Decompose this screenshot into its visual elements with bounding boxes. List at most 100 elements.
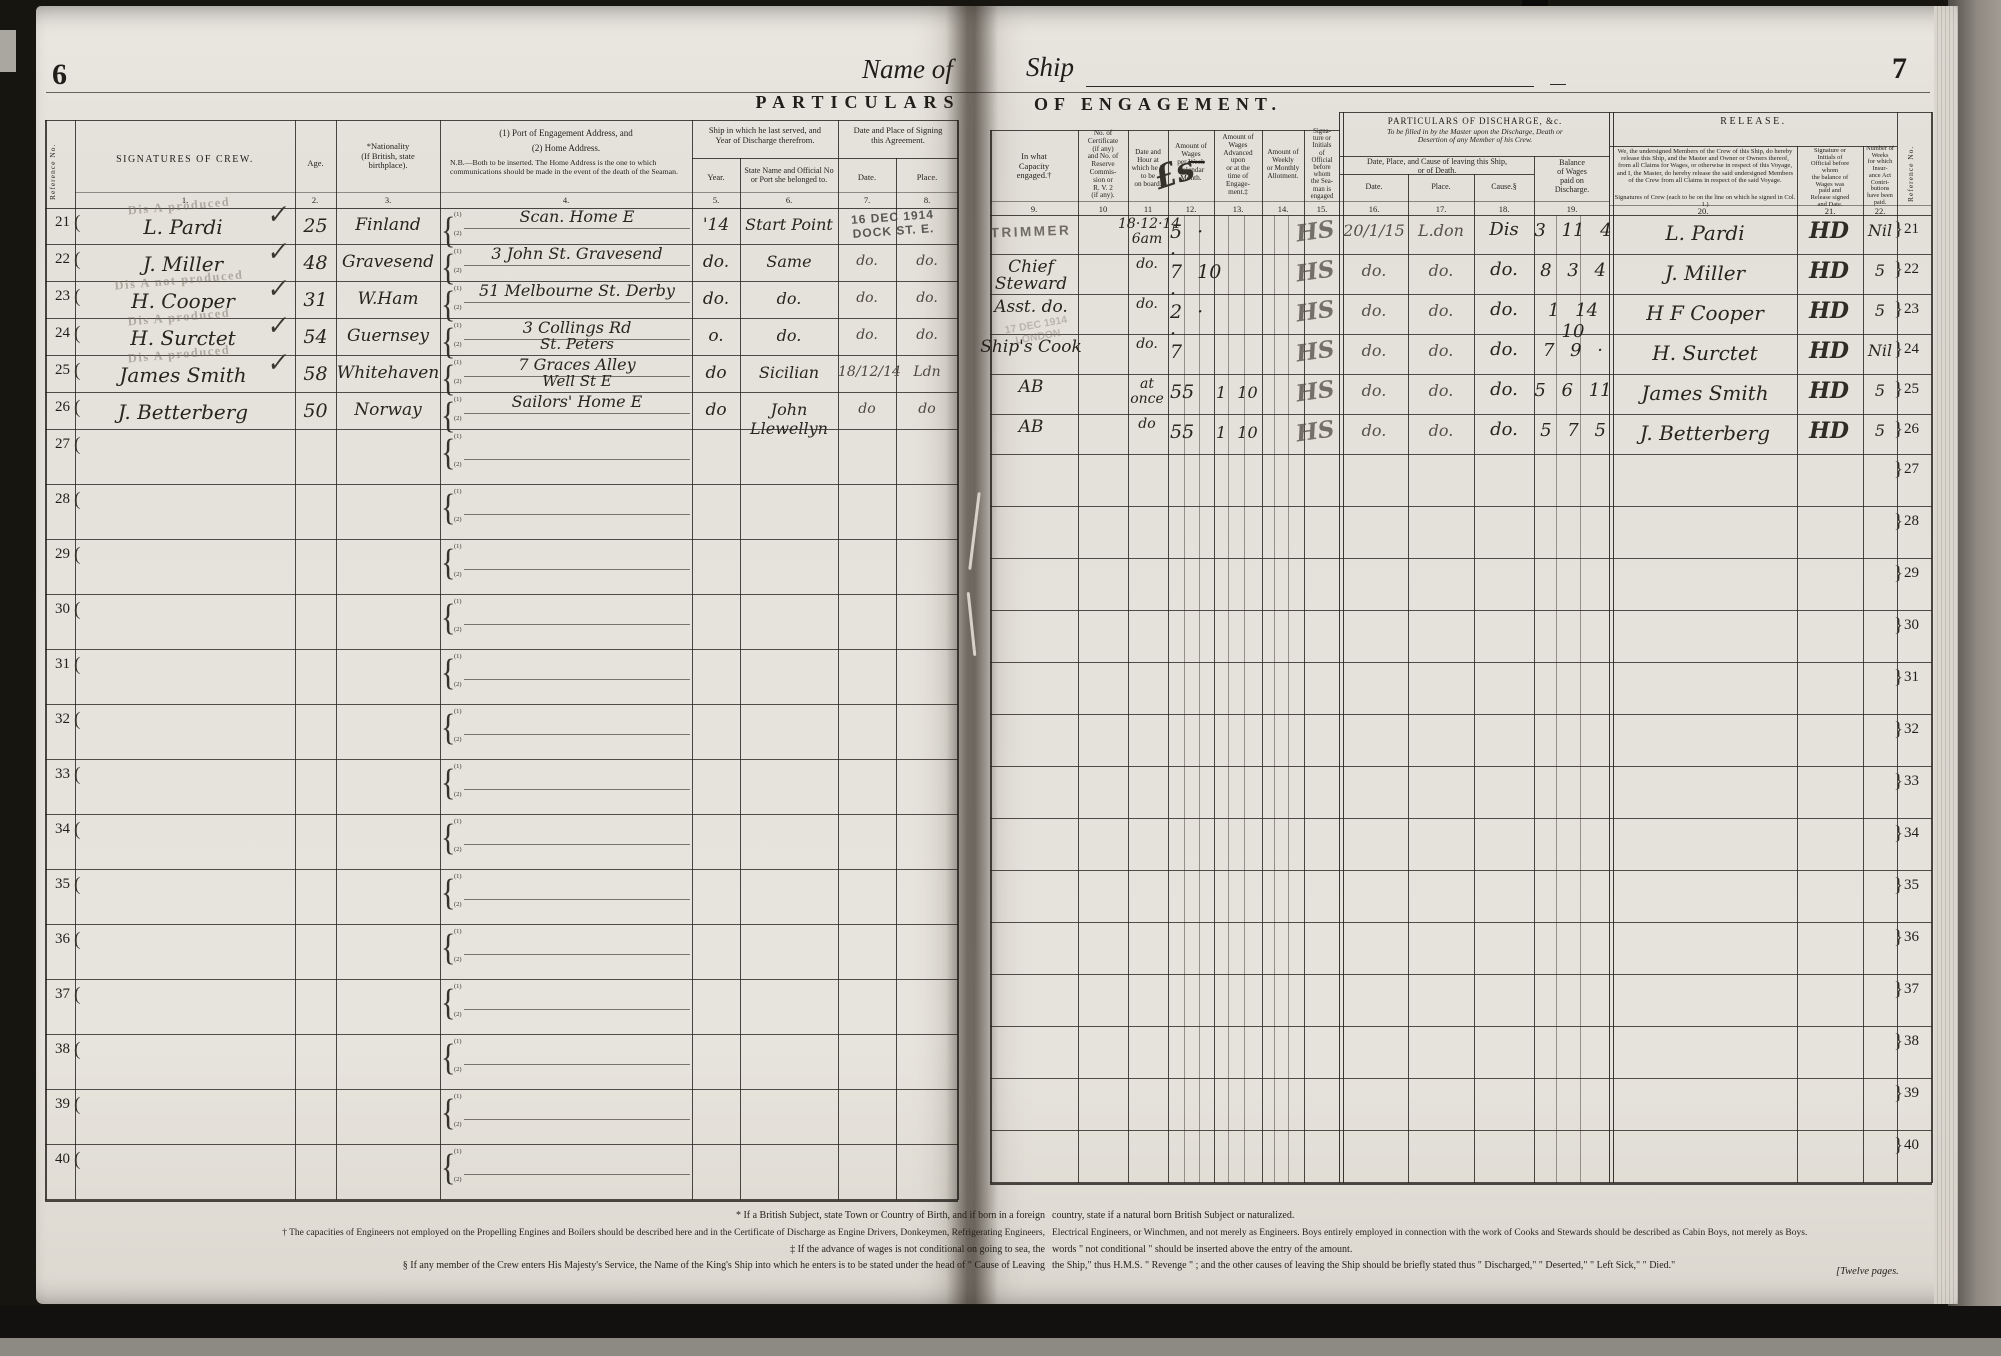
row-number: 21: [55, 214, 70, 230]
release-official-initials: HD: [1809, 218, 1849, 244]
nationality-value: Whitehaven: [336, 363, 440, 383]
money-rule: [1228, 215, 1229, 1183]
address-line2-label: (2): [454, 1065, 462, 1073]
ref-bracket: }: [1894, 219, 1904, 240]
address-brace: {: [441, 542, 456, 584]
row-number: 36: [55, 931, 70, 947]
signatures-header: SIGNATURES OF CREW.: [116, 154, 254, 165]
check-mark: ✓: [264, 309, 289, 342]
row-number: 30: [55, 601, 70, 617]
release-sub-line: [1610, 146, 1897, 147]
discharge-cause: do.: [1490, 419, 1518, 440]
release-divider: [1609, 112, 1614, 1183]
footnote-section-left: § If any member of the Crew enters His M…: [402, 1260, 1045, 1271]
crew-row-right: 17 DEC 1914 LONDON Ship's Cook do. 7 HS …: [968, 314, 1958, 375]
discharge-place: do.: [1428, 381, 1454, 400]
signing-place: do.: [916, 290, 938, 306]
crew-row-left: 22 ( J. Miller ✓ 48 Gravesend { (1) (2) …: [36, 236, 968, 288]
wages-header: Amount of Wages per Week Calendar Month.: [1175, 141, 1207, 183]
row-bracket: (: [74, 1039, 81, 1060]
address-divider: [464, 338, 690, 340]
address-brace: {: [441, 652, 456, 694]
wages-value: 55: [1170, 381, 1195, 403]
right-page: Ship 7 OF ENGAGEMENT. PARTICULARS OF DIS…: [968, 6, 1958, 1304]
crew-row-left: 25 ( Dis A produced James Smith ✓ 58 Whi…: [36, 343, 968, 399]
col-numeral-4: 4.: [562, 195, 570, 205]
row-number: 22: [1904, 261, 1919, 277]
discharge-place: do.: [1428, 301, 1454, 320]
last-ship: do.: [776, 326, 802, 345]
discharge-year: do: [705, 363, 727, 383]
age-value: 54: [303, 326, 328, 348]
insurance-weeks: Nil: [1867, 341, 1893, 360]
engagement-title: OF ENGAGEMENT.: [1033, 94, 1282, 114]
table-border-bottom: [45, 1200, 958, 1202]
address-brace: {: [441, 707, 456, 749]
row-number: 27: [55, 436, 70, 452]
signing-place: do: [918, 401, 936, 417]
crew-row-right: } 33: [968, 767, 1958, 819]
numeral-line-release: [1610, 205, 1932, 206]
discharge-date: do.: [1361, 301, 1387, 320]
balance-header: Balance of Wages paid on Discharge.: [1554, 158, 1590, 194]
table-border-bottom: [990, 1183, 1932, 1185]
row-bracket: (: [74, 286, 81, 307]
capacity-header: In what Capacity engaged.†: [1016, 151, 1052, 180]
address-line2-label: (2): [454, 460, 462, 468]
age-value: 50: [303, 400, 328, 422]
engagement-official-initials: [1296, 973, 1347, 980]
address-line2-label: (2): [454, 570, 462, 578]
col-line: [896, 158, 897, 1200]
row-bracket: (: [74, 323, 81, 344]
engagement-official-initials: [1296, 1077, 1347, 1084]
engagement-official-initials: [1296, 609, 1347, 616]
col-numeral-14: 14.: [1277, 204, 1289, 214]
col-numeral-11: 11: [1143, 204, 1153, 214]
balance-of-wages: 5 6 11: [1534, 380, 1612, 401]
address-brace: {: [441, 1147, 456, 1189]
last-ship: Sicilian: [758, 363, 820, 382]
header-bottom-line: [45, 208, 958, 209]
address-line1-label: (1): [454, 396, 462, 403]
address-line1: 7 Graces Alley: [518, 355, 636, 374]
nationality-value: Norway: [354, 400, 422, 420]
release-signature: James Smith: [1641, 381, 1769, 405]
col-numeral-18: 18.: [1498, 204, 1510, 214]
signing-date: do.: [856, 253, 878, 269]
crew-row-left: 29 ( { (1) (2): [36, 540, 968, 595]
discharge-place: L.don: [1418, 221, 1464, 240]
discharge-cause: do.: [1490, 379, 1518, 400]
insurance-weeks: 5: [1874, 381, 1886, 400]
row-bracket: (: [74, 249, 81, 270]
money-rule: [1199, 215, 1200, 1183]
money-rule: [1580, 215, 1581, 1183]
address-line1: Scan. Home E: [519, 207, 635, 226]
check-mark: ✓: [264, 346, 289, 379]
wages-value: 7: [1170, 341, 1183, 363]
row-bracket: (: [74, 397, 81, 418]
address-line1-label: (1): [454, 818, 462, 825]
row-number: 27: [1904, 461, 1919, 477]
signing-place: do.: [916, 253, 938, 269]
row-number: 34: [1904, 825, 1919, 841]
address-line2-label: (2): [454, 1010, 462, 1018]
address-line2: St. Peters: [540, 334, 614, 353]
crew-row-right: } 32: [968, 715, 1958, 767]
row-number: 30: [1904, 617, 1919, 633]
discharge-year: do: [705, 400, 727, 420]
official-header: Signa- ture or Initials of Official befo…: [1310, 128, 1334, 200]
row-number: 29: [1904, 565, 1919, 581]
address-line1-label: (1): [454, 1148, 462, 1155]
row-number: 25: [1904, 381, 1919, 397]
signing-place: Ldn: [913, 364, 941, 380]
capacity-value: TRIMMER: [990, 222, 1072, 241]
row-bracket: (: [74, 489, 81, 510]
leaving-header: Date, Place, and Cause of leaving this S…: [1367, 157, 1507, 175]
col-line: [1262, 130, 1263, 1183]
paid-official-header: Signature or Initials of Official before…: [1810, 147, 1850, 208]
crew-row-left: 33 ( { (1) (2): [36, 760, 968, 815]
scanner-background-bottom-strip: [0, 1338, 2001, 1356]
col-line: [1168, 130, 1169, 1183]
row-number: 37: [1904, 981, 1919, 997]
page-tab-notch: [0, 30, 16, 72]
